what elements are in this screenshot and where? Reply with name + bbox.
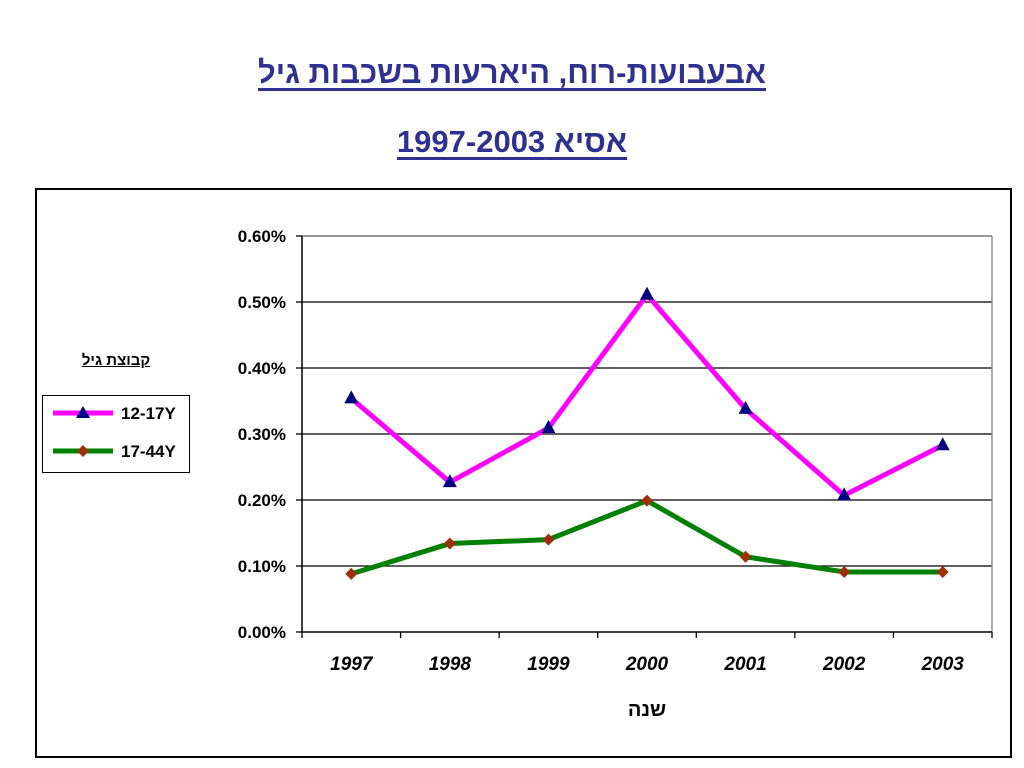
- data-point-series-1: [344, 390, 359, 404]
- legend-swatch-series-2: [53, 445, 113, 457]
- x-tick-label: 1998: [429, 654, 472, 675]
- legend-label-series-1: 12-17Y: [121, 404, 176, 423]
- x-tick-label: 2000: [625, 654, 669, 675]
- y-tick-label: 0.40%: [238, 359, 286, 378]
- legend-title: קבוצת גיל: [81, 352, 151, 369]
- series-line-2: [350, 498, 943, 577]
- y-tick-label: 0.60%: [238, 227, 286, 246]
- legend-marker-triangle: [76, 406, 90, 418]
- x-tick-label: 1999: [527, 654, 570, 675]
- chart-frame: [35, 188, 1012, 758]
- y-tick-label: 0.00%: [238, 623, 286, 642]
- legend-label-series-2: 17-44Y: [121, 442, 176, 461]
- data-point-series-2: [838, 565, 851, 578]
- data-point-series-1: [640, 286, 654, 300]
- data-point-series-2: [739, 550, 752, 563]
- y-tick-label: 0.20%: [238, 491, 286, 510]
- slide-title-line1: אבעבועות-רוח, היארעות בשכבות גיל: [258, 55, 766, 90]
- y-tick-label: 0.10%: [238, 557, 286, 576]
- data-point-series-2: [443, 537, 456, 550]
- slide-title-line2: אסיא 1997-2003: [396, 124, 628, 159]
- series-line-1: [349, 292, 944, 498]
- legend-item-series-1: 12-17Y: [49, 402, 185, 424]
- y-tick-label: 0.50%: [238, 293, 286, 312]
- legend-item-series-2: 17-44Y: [49, 440, 185, 462]
- data-point-series-2: [345, 567, 358, 580]
- y-tick-label: 0.30%: [238, 425, 286, 444]
- data-point-series-1: [837, 487, 852, 501]
- data-point-series-1: [541, 420, 556, 434]
- data-point-series-1: [442, 474, 457, 488]
- data-point-series-2: [641, 494, 653, 507]
- data-point-series-1: [935, 437, 950, 451]
- x-tick-label: 2001: [723, 654, 766, 675]
- legend-swatch-series-1: [53, 406, 113, 418]
- x-tick-label: 1997: [330, 654, 374, 675]
- x-tick-label: 2003: [921, 654, 965, 675]
- data-point-series-1: [738, 400, 753, 414]
- legend: 12-17Y 17-44Y: [42, 395, 190, 473]
- data-point-series-2: [542, 533, 555, 546]
- x-tick-label: 2002: [822, 654, 866, 675]
- x-axis-title: שנה: [628, 699, 666, 721]
- data-point-series-2: [936, 565, 949, 578]
- legend-marker-diamond: [77, 445, 89, 457]
